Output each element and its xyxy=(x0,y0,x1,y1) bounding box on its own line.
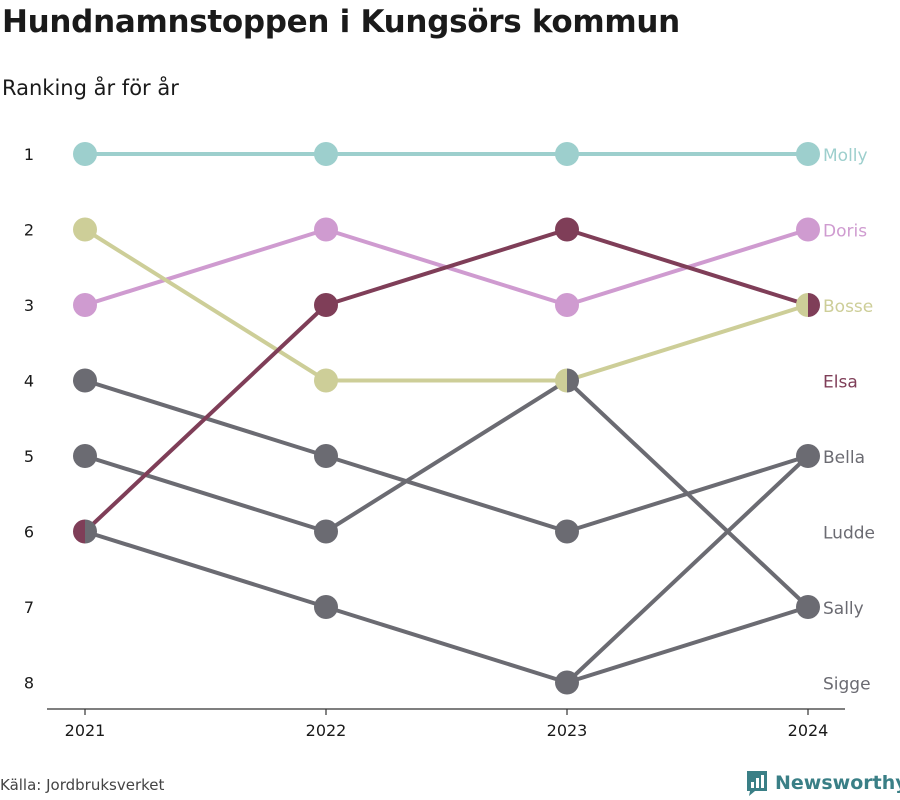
end-label-sally: Sally xyxy=(823,599,864,619)
series-line-sally xyxy=(83,529,328,609)
end-label-elsa: Elsa xyxy=(823,373,858,393)
data-point-bosse xyxy=(796,293,808,317)
series-lines xyxy=(83,152,810,685)
y-tick-label: 8 xyxy=(24,674,34,693)
y-tick-label: 1 xyxy=(24,145,34,164)
y-tick-label: 6 xyxy=(24,523,34,542)
data-point-doris xyxy=(73,293,97,317)
series-line-sigge xyxy=(565,605,810,685)
data-point-ludde xyxy=(796,444,820,468)
y-tick-label: 7 xyxy=(24,598,34,617)
data-point-elsa xyxy=(73,519,85,544)
data-point-sally xyxy=(85,519,98,544)
data-point-bosse xyxy=(314,368,338,393)
data-point-doris xyxy=(796,217,820,242)
data-point-bella xyxy=(567,368,579,393)
data-point-doris xyxy=(314,217,338,242)
data-point-bella xyxy=(73,444,97,468)
data-point-ludde xyxy=(314,444,338,468)
chart-title: Hundnamnstoppen i Kungsörs kommun xyxy=(2,4,680,40)
x-tick-label: 2024 xyxy=(788,721,829,740)
series-line-ludde xyxy=(324,454,569,534)
data-point-ludde xyxy=(73,368,97,393)
data-point-elsa xyxy=(555,217,579,242)
brand-name: Newsworthy xyxy=(775,772,900,794)
data-point-sally xyxy=(314,595,338,619)
data-point-bella xyxy=(314,519,338,544)
chart-subtitle: Ranking år för år xyxy=(2,76,179,100)
end-label-doris: Doris xyxy=(823,222,867,242)
series-line-bosse xyxy=(83,227,328,383)
series-line-doris xyxy=(83,227,328,307)
data-point-molly xyxy=(314,142,338,166)
end-label-ludde: Ludde xyxy=(823,524,875,544)
data-point-doris xyxy=(555,293,579,317)
data-point-bosse xyxy=(73,217,97,242)
data-point-molly xyxy=(73,142,97,166)
y-tick-label: 3 xyxy=(24,296,34,315)
series-line-bella xyxy=(324,378,569,534)
series-line-elsa xyxy=(83,303,328,534)
data-point-molly xyxy=(555,142,579,166)
series-line-bosse xyxy=(565,303,810,383)
y-tick-label: 5 xyxy=(24,447,34,466)
data-point-ludde xyxy=(555,519,579,544)
end-label-bosse: Bosse xyxy=(823,297,873,317)
end-label-molly: Molly xyxy=(823,146,868,166)
end-label-bella: Bella xyxy=(823,448,865,468)
y-tick-label: 2 xyxy=(24,221,34,240)
series-line-sally xyxy=(324,605,569,685)
x-tick-label: 2022 xyxy=(306,721,347,740)
x-tick-label: 2023 xyxy=(547,721,588,740)
data-point-molly xyxy=(796,142,820,166)
data-point-elsa xyxy=(808,293,820,317)
newsworthy-logo-icon xyxy=(747,771,767,796)
source-note: Källa: Jordbruksverket xyxy=(0,776,165,794)
y-tick-label: 4 xyxy=(24,372,34,391)
data-point-bosse xyxy=(555,368,567,393)
data-point-elsa xyxy=(314,293,338,317)
series-points xyxy=(73,142,820,695)
series-line-sally xyxy=(565,454,810,685)
brand-logo: Newsworthy xyxy=(745,768,900,798)
data-point-bella xyxy=(796,595,820,619)
end-label-sigge: Sigge xyxy=(823,675,871,695)
series-line-elsa xyxy=(565,227,810,307)
series-line-bella xyxy=(83,454,328,534)
series-line-elsa xyxy=(324,227,569,307)
x-tick-label: 2021 xyxy=(65,721,106,740)
series-line-ludde xyxy=(565,454,810,534)
data-point-sally xyxy=(555,670,579,695)
